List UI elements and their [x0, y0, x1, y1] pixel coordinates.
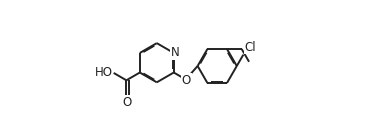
- Text: O: O: [122, 96, 131, 109]
- Text: Cl: Cl: [244, 41, 256, 54]
- Text: HO: HO: [95, 66, 113, 79]
- Text: N: N: [171, 46, 180, 59]
- Text: O: O: [182, 74, 191, 87]
